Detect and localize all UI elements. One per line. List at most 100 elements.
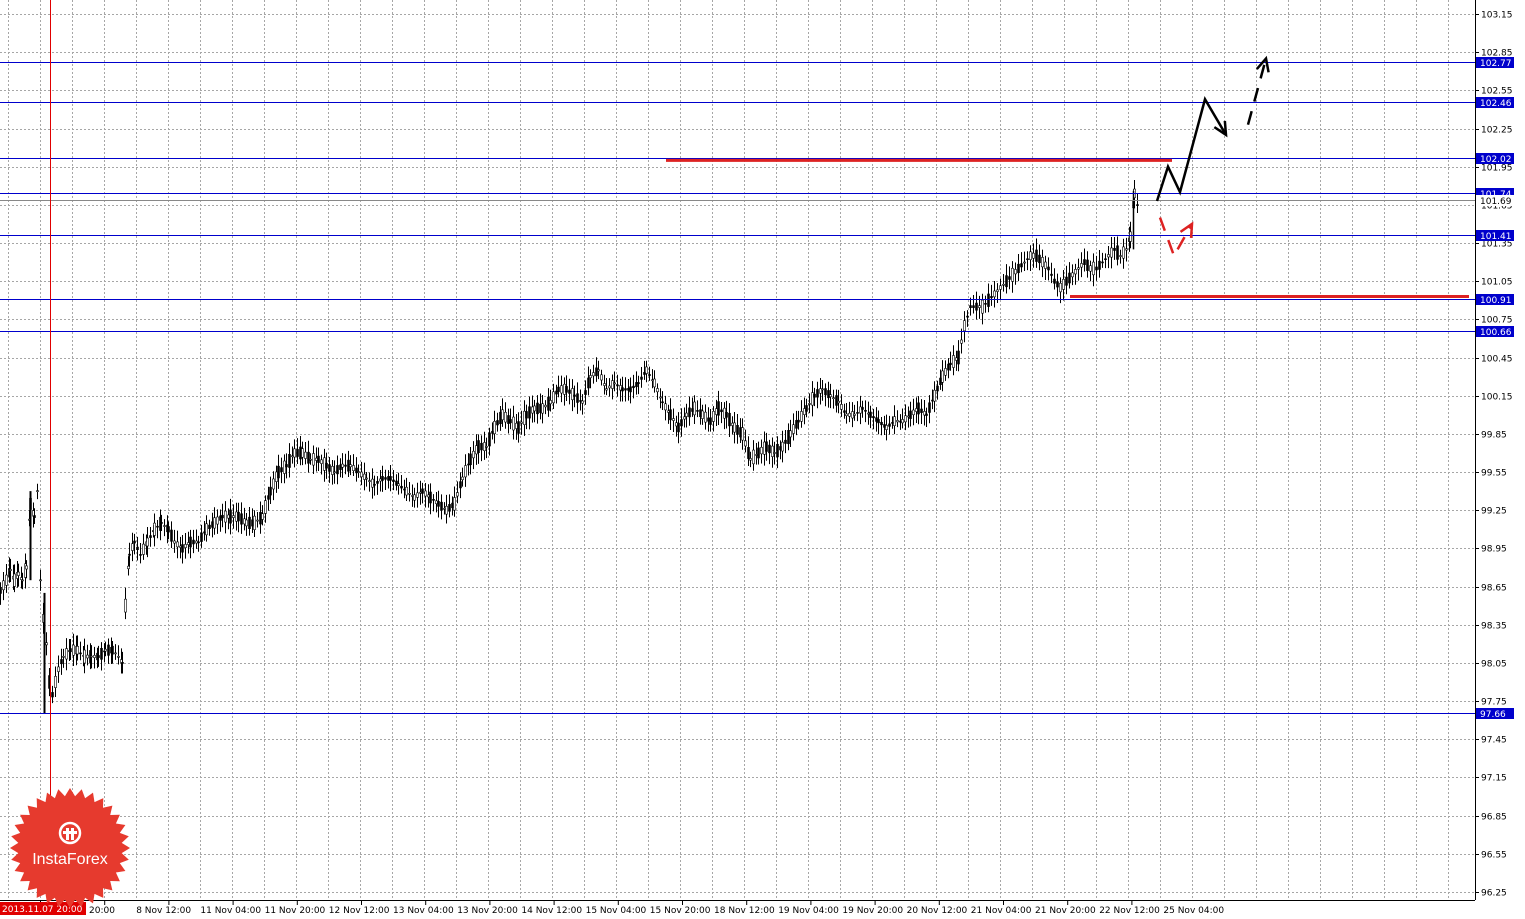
forecast-arrow-up <box>1155 96 1228 202</box>
candle-body <box>589 375 592 379</box>
candle-body <box>76 646 79 655</box>
level-label: 102.46 <box>1480 99 1512 109</box>
candle-body <box>86 654 89 659</box>
y-tick-label: 102.85 <box>1481 49 1513 59</box>
candle-body <box>680 419 683 427</box>
candle-body <box>1129 231 1132 242</box>
y-tick-label: 102.25 <box>1481 126 1513 136</box>
candle-body <box>1089 265 1092 272</box>
candle-body <box>1122 246 1125 259</box>
y-tick-label: 99.55 <box>1481 469 1507 479</box>
candle-body <box>1029 251 1032 260</box>
candle-body <box>629 386 632 393</box>
current-price-label: 101.69 <box>1480 197 1512 207</box>
candle-body <box>472 450 475 459</box>
candle-body <box>999 285 1002 290</box>
candle-body <box>848 412 851 417</box>
candle-body <box>949 362 952 365</box>
candle-body <box>373 483 376 486</box>
candle-body <box>632 385 635 389</box>
forecast-arrow-alt-head <box>1179 221 1194 238</box>
candle-body <box>320 459 323 464</box>
candle-body <box>1077 267 1080 270</box>
candle-body <box>136 546 139 550</box>
y-tick-label: 101.95 <box>1481 164 1513 174</box>
candle-body <box>1092 261 1095 276</box>
candle-body <box>608 385 611 389</box>
candle-body <box>261 513 264 520</box>
candle-body <box>184 544 187 548</box>
candle-body <box>167 526 170 533</box>
candle-body <box>864 409 867 412</box>
candle-body <box>203 531 206 534</box>
candle-body <box>1080 263 1083 268</box>
candle-body <box>100 647 103 660</box>
x-tick-label: 19 Nov 20:00 <box>842 906 903 916</box>
forecast-arrow-alt <box>1158 217 1194 259</box>
candle-body <box>1074 269 1077 275</box>
candle-body <box>957 350 960 365</box>
candle-body <box>36 490 39 492</box>
candle-body <box>1068 272 1071 284</box>
candle-body <box>677 422 680 433</box>
candle-body <box>349 464 352 468</box>
candle-body <box>325 462 328 469</box>
candle-body <box>613 382 616 385</box>
candle-body <box>227 514 230 519</box>
candle-body <box>381 476 384 481</box>
candle-body <box>861 407 864 410</box>
candle-body <box>243 518 246 525</box>
candle-body <box>1098 260 1101 270</box>
candle-body <box>744 440 747 447</box>
candle-body <box>304 451 307 459</box>
candle-body <box>811 392 814 406</box>
candle-body <box>173 540 176 544</box>
candle-body <box>355 467 358 474</box>
candle-body <box>568 389 571 394</box>
candle-body <box>996 289 999 292</box>
candle-body <box>1035 249 1038 262</box>
candle-body <box>773 452 776 454</box>
candle-body <box>13 573 16 587</box>
candle-body <box>941 370 944 383</box>
level-label-bg <box>1476 188 1514 199</box>
candle-body <box>587 377 590 389</box>
candle-body <box>717 401 720 416</box>
candle-body <box>728 412 731 427</box>
candle-body <box>969 305 972 309</box>
candle-body <box>17 571 20 576</box>
candle-body <box>248 516 251 529</box>
candle-body <box>947 363 950 371</box>
candle-body <box>60 659 63 665</box>
x-tick-label: 20 Nov 12:00 <box>907 906 968 916</box>
candle-body <box>1020 263 1023 268</box>
candle-body <box>163 525 166 527</box>
level-label: 102.02 <box>1480 155 1512 165</box>
y-tick-label: 98.65 <box>1481 584 1507 594</box>
candle-body <box>133 540 136 544</box>
candle-body <box>808 403 811 405</box>
candle-body <box>760 446 763 455</box>
y-tick-label: 98.35 <box>1481 622 1507 632</box>
candle-body <box>453 497 456 511</box>
candle-body <box>720 409 723 413</box>
candle-body <box>189 536 192 548</box>
candle-body <box>45 642 48 646</box>
candle-body <box>1041 257 1044 268</box>
candle-body <box>1119 255 1122 257</box>
candle-body <box>925 413 928 416</box>
x-tick-label: 12 Nov 12:00 <box>329 906 390 916</box>
candle-body <box>156 525 159 528</box>
candle-body <box>251 519 254 527</box>
forecast-arrow-dashed-head <box>1255 55 1270 73</box>
candle-body <box>219 515 222 521</box>
candle-body <box>936 385 939 392</box>
candle-body <box>975 302 978 311</box>
candle-body <box>736 425 739 435</box>
candle-body <box>565 386 568 393</box>
candle-body <box>485 446 488 448</box>
logo-text: InstaForex <box>32 851 108 868</box>
candle-body <box>576 393 579 403</box>
x-tick-label: 15 Nov 20:00 <box>650 906 711 916</box>
candle-body <box>509 419 512 424</box>
